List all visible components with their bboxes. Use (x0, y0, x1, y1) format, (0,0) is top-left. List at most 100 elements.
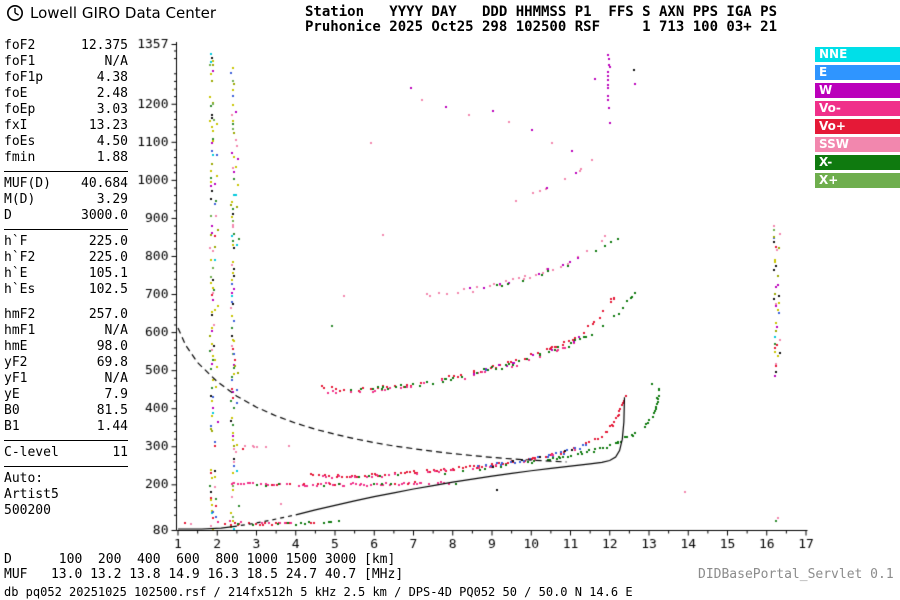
param-label: h`F2 (4, 250, 36, 265)
param-value: 12.375 (81, 38, 128, 53)
param-value: 225.0 (88, 250, 128, 265)
legend-item-vo: Vo+ (815, 119, 900, 134)
param-label: foF1 (4, 54, 36, 69)
param-value: 1.88 (96, 150, 128, 165)
param-value: 4.50 (96, 134, 128, 149)
param-value: 3.03 (96, 102, 128, 117)
param-value: 69.8 (96, 355, 128, 370)
param-value: 2.48 (96, 86, 128, 101)
param-row-m-d: M(D) 3.29 (4, 192, 128, 208)
param-row-foe: foE 2.48 (4, 86, 128, 102)
param-label: B0 (4, 403, 20, 418)
param-value: 1.44 (96, 419, 128, 434)
param-value: 257.0 (88, 307, 128, 322)
giro-logo-icon (7, 5, 23, 21)
param-row-d: D 3000.0 (4, 208, 128, 224)
param-label: yF1 (4, 371, 28, 386)
param-label: hmE (4, 339, 28, 354)
param-value: 225.0 (88, 234, 128, 249)
param-row-fof1p: foF1p 4.38 (4, 70, 128, 86)
param-row-hmf1: hmF1 N/A (4, 323, 128, 339)
distance-scale-row: D 100 200 400 600 800 1000 1500 3000 [km… (4, 552, 396, 567)
param-label: B1 (4, 419, 20, 434)
param-label: h`Es (4, 282, 36, 297)
param-value: N/A (104, 54, 128, 69)
legend-item-x: X- (815, 155, 900, 170)
param-row-muf-d: MUF(D) 40.684 (4, 176, 128, 192)
param-row-h-f2: h`F2 225.0 (4, 250, 128, 266)
param-label: yF2 (4, 355, 28, 370)
param-value: 98.0 (96, 339, 128, 354)
param-label: foEp (4, 102, 36, 117)
parameter-panel: foF2 12.375 foF1 N/A foF1p 4.38 foE 2.48 foEp 3.0… (4, 38, 128, 519)
param-value: 81.5 (96, 403, 128, 418)
param-label: h`F (4, 234, 28, 249)
param-label: Artist5 (4, 487, 59, 502)
param-label: foF1p (4, 70, 44, 85)
param-row-fmin: fmin 1.88 (4, 150, 128, 166)
param-label: 500200 (4, 503, 51, 518)
param-label: fxI (4, 118, 28, 133)
param-row-yf1: yF1 N/A (4, 371, 128, 387)
legend-item-x: X+ (815, 173, 900, 188)
param-value: 3.29 (96, 192, 128, 207)
param-row-hme: hmE 98.0 (4, 339, 128, 355)
servlet-version: DIDBasePortal_Servlet 0.1 (698, 567, 894, 582)
param-row-auto: Auto: (4, 471, 128, 487)
legend-item-w: W (815, 83, 900, 98)
legend-item-e: E (815, 65, 900, 80)
param-row-ye: yE 7.9 (4, 387, 128, 403)
param-value: 13.23 (88, 118, 128, 133)
param-label: h`E (4, 266, 28, 281)
param-row-c-level: C-level 11 (4, 445, 128, 461)
legend-item-nne: NNE (815, 47, 900, 62)
param-row-fxi: fxI 13.23 (4, 118, 128, 134)
param-label: yE (4, 387, 20, 402)
param-label: Auto: (4, 471, 44, 486)
separator-line (4, 440, 128, 441)
separator-line (4, 171, 128, 172)
separator-line (4, 466, 128, 467)
param-value: 105.1 (88, 266, 128, 281)
param-label: fmin (4, 150, 36, 165)
param-row-fof1: foF1 N/A (4, 54, 128, 70)
param-label: hmF2 (4, 307, 36, 322)
param-label: D (4, 208, 12, 223)
param-row-h-es: h`Es 102.5 (4, 282, 128, 298)
param-label: foEs (4, 134, 36, 149)
param-value: 4.38 (96, 70, 128, 85)
param-row-h-e: h`E 105.1 (4, 266, 128, 282)
branding: Lowell GIRO Data Center (6, 4, 216, 22)
param-row-h-f: h`F 225.0 (4, 234, 128, 250)
param-label: MUF(D) (4, 176, 51, 191)
param-value: 102.5 (88, 282, 128, 297)
legend-item-vo: Vo- (815, 101, 900, 116)
param-value: 3000.0 (81, 208, 128, 223)
param-value: 40.684 (81, 176, 128, 191)
group-gap (4, 298, 128, 307)
param-label: C-level (4, 445, 59, 460)
station-header-values: Pruhonice 2025 Oct25 298 102500 RSF 1 71… (305, 19, 778, 35)
param-label: M(D) (4, 192, 36, 207)
param-value: N/A (104, 371, 128, 386)
muf-scale-row: MUF 13.0 13.2 13.8 14.9 16.3 18.5 24.7 4… (4, 567, 404, 582)
status-line: db pq052 20251025 102500.rsf / 214fx512h… (4, 585, 633, 599)
param-row-foep: foEp 3.03 (4, 102, 128, 118)
legend-item-ssw: SSW (815, 137, 900, 152)
param-value: 11 (112, 445, 128, 460)
app-title: Lowell GIRO Data Center (30, 4, 216, 22)
param-row-hmf2: hmF2 257.0 (4, 307, 128, 323)
param-row-fof2: foF2 12.375 (4, 38, 128, 54)
param-row-yf2: yF2 69.8 (4, 355, 128, 371)
param-label: foF2 (4, 38, 36, 53)
param-value: 7.9 (104, 387, 128, 402)
param-label: hmF1 (4, 323, 36, 338)
param-row-b0: B0 81.5 (4, 403, 128, 419)
param-value: N/A (104, 323, 128, 338)
param-row-foes: foEs 4.50 (4, 134, 128, 150)
param-label: foE (4, 86, 28, 101)
param-row-500200: 500200 (4, 503, 128, 519)
param-row-artist5: Artist5 (4, 487, 128, 503)
